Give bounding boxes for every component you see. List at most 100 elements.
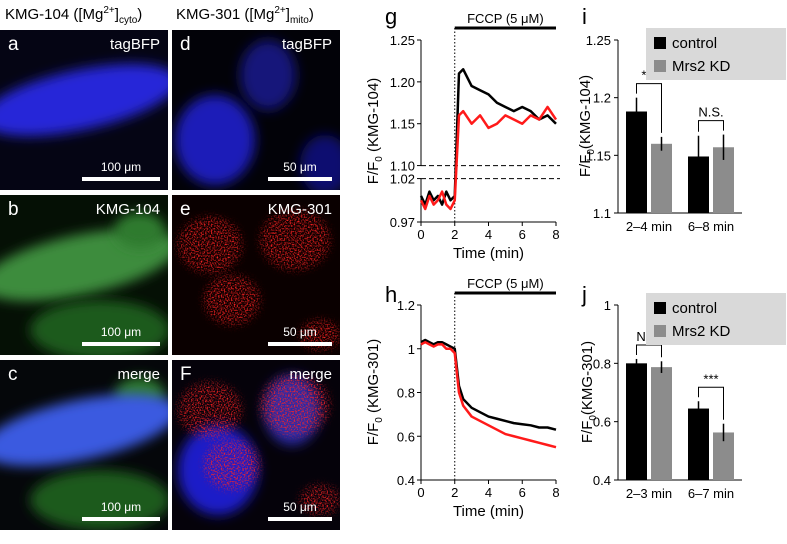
panel-letter: b xyxy=(8,199,19,220)
cell xyxy=(178,217,242,273)
cell xyxy=(260,210,330,270)
y-axis-label: F/F0(KMG-104) xyxy=(577,75,597,177)
significance-bracket xyxy=(636,83,662,133)
x-tick-label: 6 xyxy=(519,227,526,242)
nucleus xyxy=(240,40,296,110)
y-label-text: F/F xyxy=(365,162,382,185)
channel-label: KMG-301 xyxy=(268,201,332,218)
nucleus xyxy=(300,135,340,190)
y-tick-label: 1.20 xyxy=(390,75,415,90)
y-label-text: (KMG-104) xyxy=(577,75,594,149)
y-label-sub: 0 xyxy=(374,156,385,162)
y-tick-label: 1 xyxy=(604,298,611,313)
legend-swatch xyxy=(654,60,666,72)
channel-label: tagBFP xyxy=(282,36,332,53)
panel-letter: g xyxy=(385,4,397,29)
legend-swatch xyxy=(654,325,666,337)
header-sup: 2+ xyxy=(274,5,286,16)
y-tick-label: 1.10 xyxy=(390,159,415,174)
scale-bar xyxy=(82,342,160,346)
bar xyxy=(651,367,672,480)
scale-bar xyxy=(82,177,160,181)
panel-header: KMG-301 ([Mg2+]mito) xyxy=(176,5,314,26)
x-tick-label: 6 xyxy=(519,485,526,500)
y-tick-label: 1 xyxy=(408,342,415,357)
y-tick-label: 0.97 xyxy=(390,215,415,230)
scale-label: 50 μm xyxy=(283,500,317,514)
y-label-sub: 0 xyxy=(374,417,385,423)
scale-label: 100 μm xyxy=(101,325,141,339)
y-tick-label: 0.6 xyxy=(397,429,415,444)
y-tick-label: 1.15 xyxy=(586,148,611,163)
header-sub: mito xyxy=(290,15,309,26)
y-tick-label: 0.6 xyxy=(593,415,611,430)
image-b xyxy=(0,195,168,355)
channel-label: tagBFP xyxy=(110,36,160,53)
y-axis-label: F/F0 (KMG-104) xyxy=(365,78,385,184)
header-name: KMG-301 xyxy=(176,6,240,23)
header-sub: cyto xyxy=(119,15,138,26)
image-a xyxy=(0,30,168,190)
cell xyxy=(0,229,168,301)
x-tick-label: 0 xyxy=(417,227,424,242)
y-tick-label: 1.2 xyxy=(397,298,415,313)
scale-bar xyxy=(268,517,332,521)
y-tick-label: 0.8 xyxy=(593,356,611,371)
y-label-text: F/F xyxy=(577,155,594,178)
series-line xyxy=(420,338,557,431)
y-label-text: (KMG-301) xyxy=(365,339,382,417)
panel-letter: c xyxy=(8,364,18,385)
y-label-text: (KMG-301) xyxy=(579,341,596,415)
y-label-sub: 0 xyxy=(586,149,597,155)
y-tick-label: 1.25 xyxy=(586,33,611,48)
scale-label: 100 μm xyxy=(101,160,141,174)
panel-header: KMG-104 ([Mg2+]cyto) xyxy=(5,5,142,26)
x-tick-label: 6–8 min xyxy=(688,219,734,234)
header-text: ([Mg xyxy=(69,6,103,23)
cell xyxy=(260,375,330,435)
mitochondria xyxy=(178,210,340,350)
panel-letter: e xyxy=(180,199,191,220)
y-tick-label: 0.4 xyxy=(397,473,415,488)
panel-letter: i xyxy=(582,4,587,29)
channel-label: merge xyxy=(117,366,160,383)
cell xyxy=(204,440,260,490)
header-text: ) xyxy=(309,6,314,23)
significance-bracket xyxy=(698,120,724,132)
header-text: ([Mg xyxy=(240,6,274,23)
y-label-text: F/F xyxy=(365,423,382,446)
y-tick-label: 1.1 xyxy=(593,206,611,221)
channel-label: KMG-104 xyxy=(96,201,160,218)
x-axis-label: Time (min) xyxy=(453,503,524,520)
annotation: FCCP (5 μM) xyxy=(467,11,544,26)
cell xyxy=(30,470,168,530)
scale-label: 100 μm xyxy=(101,500,141,514)
panel-letter: j xyxy=(581,282,587,307)
cell xyxy=(115,212,165,248)
image-f xyxy=(172,360,340,530)
legend-label: control xyxy=(672,35,717,52)
cell xyxy=(300,485,340,515)
x-tick-label: 2 xyxy=(451,227,458,242)
bar xyxy=(626,363,647,480)
scale-bar xyxy=(268,177,332,181)
y-label-text: F/F xyxy=(579,421,596,444)
legend-label: Mrs2 KD xyxy=(672,58,731,75)
panel-letter: a xyxy=(8,34,19,55)
header-text: ] xyxy=(115,6,119,23)
cell xyxy=(0,64,168,136)
legend-box xyxy=(646,293,786,345)
bar xyxy=(688,408,709,480)
y-label-text: (KMG-104) xyxy=(365,78,382,156)
legend-swatch xyxy=(654,37,666,49)
image-c xyxy=(0,360,168,530)
bar xyxy=(626,111,647,213)
y-axis-label: F/F0(KMG-301) xyxy=(579,341,599,443)
y-tick-label: 1.2 xyxy=(593,91,611,106)
panel-letter: h xyxy=(385,282,397,307)
legend-label: Mrs2 KD xyxy=(672,323,731,340)
x-tick-label: 6–7 min xyxy=(688,486,734,501)
y-tick-label: 0.8 xyxy=(397,386,415,401)
y-tick-label: 1.15 xyxy=(390,117,415,132)
